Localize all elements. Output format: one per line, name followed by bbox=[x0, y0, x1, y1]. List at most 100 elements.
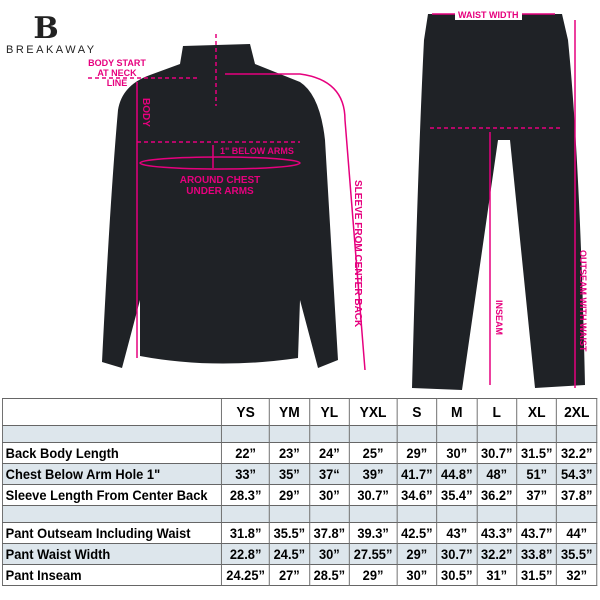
measurement-cell: 44.8” bbox=[436, 463, 478, 485]
header-row: YS YM YL YXL S M L XL 2XL bbox=[1, 398, 598, 426]
size-header: YL bbox=[308, 398, 350, 426]
measurement-cell: 27” bbox=[268, 564, 310, 586]
measurement-cell: 34.6” bbox=[396, 484, 438, 506]
measurement-cell: 42.5” bbox=[396, 522, 438, 544]
label-body: BODY bbox=[140, 98, 151, 127]
measurement-cell: 37.8” bbox=[308, 522, 350, 544]
measurement-cell: 43.3” bbox=[476, 522, 518, 544]
size-chart-table: YS YM YL YXL S M L XL 2XL Back Body Leng… bbox=[1, 398, 598, 586]
spacer-cell bbox=[268, 505, 310, 523]
measurement-cell: 29” bbox=[396, 442, 438, 464]
spacer-cell bbox=[436, 425, 478, 443]
row-label: Pant Waist Width bbox=[1, 543, 223, 565]
row-label: Sleeve Length From Center Back bbox=[1, 484, 223, 506]
measurement-cell: 30” bbox=[436, 442, 478, 464]
measurement-cell: 29” bbox=[396, 543, 438, 565]
logo-mark: B bbox=[33, 11, 59, 46]
jacket bbox=[102, 44, 338, 368]
spacer-cell bbox=[476, 425, 518, 443]
table-row: Back Body Length 22” 23” 24” 25” 29” 30” 30.7” 3… bbox=[1, 442, 598, 464]
measurement-cell: 31” bbox=[476, 564, 518, 586]
size-header: L bbox=[476, 398, 518, 426]
spacer-cell bbox=[516, 505, 558, 523]
table-row: Pant Waist Width 22.8” 24.5” 30” 27.55” 29” 30… bbox=[1, 543, 598, 565]
size-header: YM bbox=[268, 398, 310, 426]
table-row: Pant Outseam Including Waist 31.8” 35.5” 37… bbox=[1, 522, 598, 544]
measurement-cell: 44” bbox=[556, 522, 598, 544]
measurement-cell: 37.8” bbox=[556, 484, 598, 506]
spacer-cell bbox=[476, 505, 518, 523]
spacer-cell bbox=[221, 505, 270, 523]
measurement-cell: 30” bbox=[308, 543, 350, 565]
measurement-cell: 41.7” bbox=[396, 463, 438, 485]
measurement-cell: 48” bbox=[476, 463, 518, 485]
label-outseam: OUTSEAM WITH WAIST bbox=[578, 250, 588, 352]
row-label: Pant Outseam Including Waist bbox=[1, 522, 223, 544]
size-header: XL bbox=[516, 398, 558, 426]
spacer-row bbox=[1, 425, 598, 443]
spacer-cell bbox=[396, 505, 438, 523]
measurement-cell: 33.8” bbox=[516, 543, 558, 565]
measurement-cell: 24” bbox=[308, 442, 350, 464]
measurement-cell: 30.5” bbox=[436, 564, 478, 586]
label-waist: WAIST WIDTH bbox=[455, 10, 522, 20]
brand-logo: B BREAKAWAY bbox=[6, 11, 97, 57]
measurement-cell: 30.7” bbox=[436, 543, 478, 565]
measurement-cell: 39.3” bbox=[348, 522, 398, 544]
spacer-row bbox=[1, 505, 598, 523]
garment-illustration bbox=[88, 13, 585, 390]
row-label: Pant Inseam bbox=[1, 564, 223, 586]
spacer-cell bbox=[436, 505, 478, 523]
corner-cell bbox=[1, 398, 223, 426]
size-header: YS bbox=[221, 398, 270, 426]
measurement-cell: 35.5” bbox=[556, 543, 598, 565]
spacer-cell bbox=[1, 505, 223, 523]
measurement-cell: 27.55” bbox=[348, 543, 398, 565]
label-sleeve: SLEEVE FROM CENTER BACK bbox=[352, 180, 363, 328]
size-header: YXL bbox=[348, 398, 398, 426]
measurement-cell: 51” bbox=[516, 463, 558, 485]
measurement-cell: 30” bbox=[308, 484, 350, 506]
measurement-cell: 23” bbox=[268, 442, 310, 464]
measurement-cell: 24.25” bbox=[221, 564, 270, 586]
measurement-cell: 43” bbox=[436, 522, 478, 544]
row-label: Back Body Length bbox=[1, 442, 223, 464]
measurement-cell: 28.3” bbox=[221, 484, 270, 506]
label-body-start: BODY START AT NECK LINE bbox=[88, 58, 146, 88]
measurement-cell: 35” bbox=[268, 463, 310, 485]
measurement-cell: 24.5” bbox=[268, 543, 310, 565]
spacer-cell bbox=[516, 425, 558, 443]
spacer-cell bbox=[308, 425, 350, 443]
spacer-cell bbox=[308, 505, 350, 523]
measurement-cell: 32.2” bbox=[476, 543, 518, 565]
label-inseam: INSEAM bbox=[494, 300, 504, 336]
pants bbox=[412, 14, 585, 390]
measurement-cell: 36.2” bbox=[476, 484, 518, 506]
spacer-cell bbox=[396, 425, 438, 443]
measurement-cell: 30” bbox=[396, 564, 438, 586]
spacer-cell bbox=[1, 425, 223, 443]
measurement-cell: 35.5” bbox=[268, 522, 310, 544]
size-header: 2XL bbox=[556, 398, 598, 426]
measurement-cell: 35.4” bbox=[436, 484, 478, 506]
size-header: M bbox=[436, 398, 478, 426]
spacer-cell bbox=[556, 505, 598, 523]
measurement-cell: 22” bbox=[221, 442, 270, 464]
spacer-cell bbox=[348, 425, 398, 443]
measurement-cell: 25” bbox=[348, 442, 398, 464]
measurement-cell: 29” bbox=[268, 484, 310, 506]
measurement-cell: 32.2” bbox=[556, 442, 598, 464]
spacer-cell bbox=[556, 425, 598, 443]
spacer-cell bbox=[268, 425, 310, 443]
measurement-cell: 37“ bbox=[308, 463, 350, 485]
table-row: Sleeve Length From Center Back 28.3” 29” 30… bbox=[1, 484, 598, 506]
measurement-cell: 43.7” bbox=[516, 522, 558, 544]
spacer-cell bbox=[221, 425, 270, 443]
measurement-cell: 31.8” bbox=[221, 522, 270, 544]
label-chest: AROUND CHEST UNDER ARMS bbox=[179, 175, 261, 197]
row-label: Chest Below Arm Hole 1" bbox=[1, 463, 223, 485]
table-row: Pant Inseam 24.25” 27” 28.5” 29” 30” 30.5” 31” 3… bbox=[1, 564, 598, 586]
brand-name: BREAKAWAY bbox=[6, 44, 97, 56]
measurement-cell: 31.5” bbox=[516, 442, 558, 464]
measurement-cell: 30.7” bbox=[348, 484, 398, 506]
